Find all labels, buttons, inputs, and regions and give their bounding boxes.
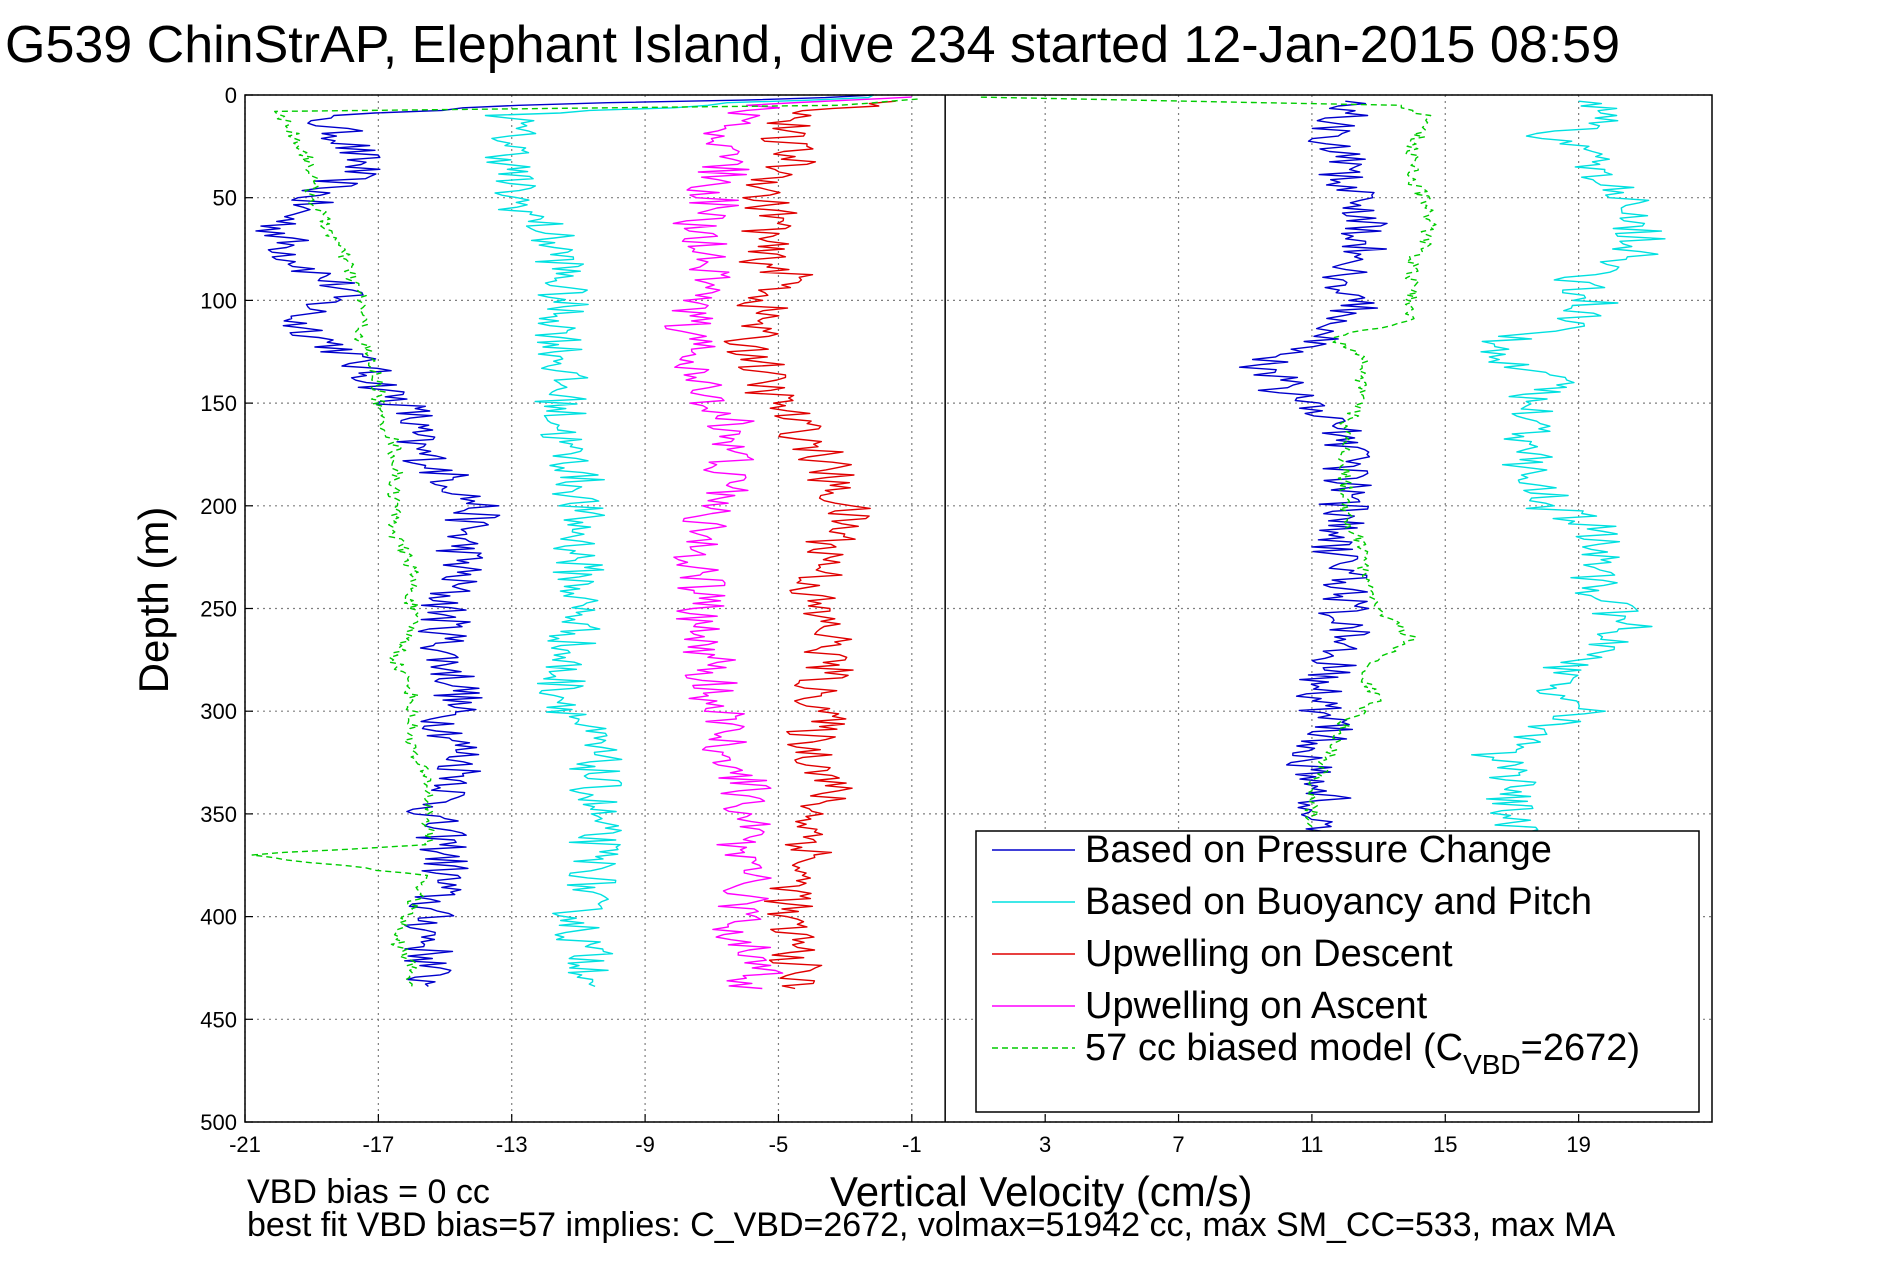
legend: Based on Pressure Change Based on Buoyanc… <box>975 829 1700 1113</box>
series-line-3 <box>723 100 896 990</box>
y-tick-label: 450 <box>200 1007 237 1032</box>
x-tick-label: -9 <box>635 1132 655 1157</box>
x-tick-label: -13 <box>496 1132 528 1157</box>
x-tick-label: -5 <box>769 1132 789 1157</box>
legend-label-2: Based on Buoyancy and Pitch <box>1085 881 1592 923</box>
legend-subscript: VBD <box>1463 1049 1521 1080</box>
legend-label-4: Upwelling on Ascent <box>1085 985 1428 1027</box>
series-line-5-ascent <box>978 96 1437 835</box>
series-line-1-descent <box>255 94 874 987</box>
series-line-4 <box>664 96 912 990</box>
plot-series <box>251 94 1666 990</box>
y-tick-label: 100 <box>200 288 237 313</box>
x-axis-label: Vertical Velocity (cm/s) <box>830 1168 1252 1215</box>
x-tick-label: -17 <box>362 1132 394 1157</box>
chart-title: G539 ChinStrAP, Elephant Island, dive 23… <box>5 16 1620 74</box>
y-tick-label: 200 <box>200 494 237 519</box>
y-axis-label: Depth (m) <box>130 507 177 694</box>
y-tick-label: 50 <box>213 186 237 211</box>
legend-box <box>975 830 1700 1113</box>
series-line-5-descent <box>251 98 918 987</box>
x-tick-label: 19 <box>1566 1132 1590 1157</box>
series-line-2-ascent <box>1471 100 1666 835</box>
y-tick-label: 0 <box>225 83 237 108</box>
x-tick-label: 7 <box>1172 1132 1184 1157</box>
y-tick-label: 350 <box>200 802 237 827</box>
x-tick-label: 15 <box>1433 1132 1457 1157</box>
legend-label-3: Upwelling on Descent <box>1085 933 1453 975</box>
y-tick-label: 400 <box>200 905 237 930</box>
y-tick-label: 300 <box>200 699 237 724</box>
vbd-bias-note: VBD bias = 0 cc <box>247 1173 490 1211</box>
legend-suffix: =2672) <box>1521 1027 1640 1069</box>
x-tick-label: 11 <box>1300 1132 1323 1157</box>
y-tick-label: 250 <box>200 597 237 622</box>
y-tick-label: 150 <box>200 391 237 416</box>
series-line-2-descent <box>484 94 874 988</box>
axis-ticks: -21 -17 -13 -9 -5 -1 3 7 11 15 1905010015020025030… <box>200 83 1591 1157</box>
y-tick-label: 500 <box>200 1110 237 1135</box>
x-tick-label: -21 <box>229 1132 261 1157</box>
x-tick-label: -1 <box>902 1132 922 1157</box>
legend-label-1: Based on Pressure Change <box>1085 829 1552 871</box>
best-fit-note: best fit VBD bias=57 implies: C_VBD=2672… <box>247 1206 1616 1244</box>
x-tick-label: 3 <box>1039 1132 1051 1157</box>
